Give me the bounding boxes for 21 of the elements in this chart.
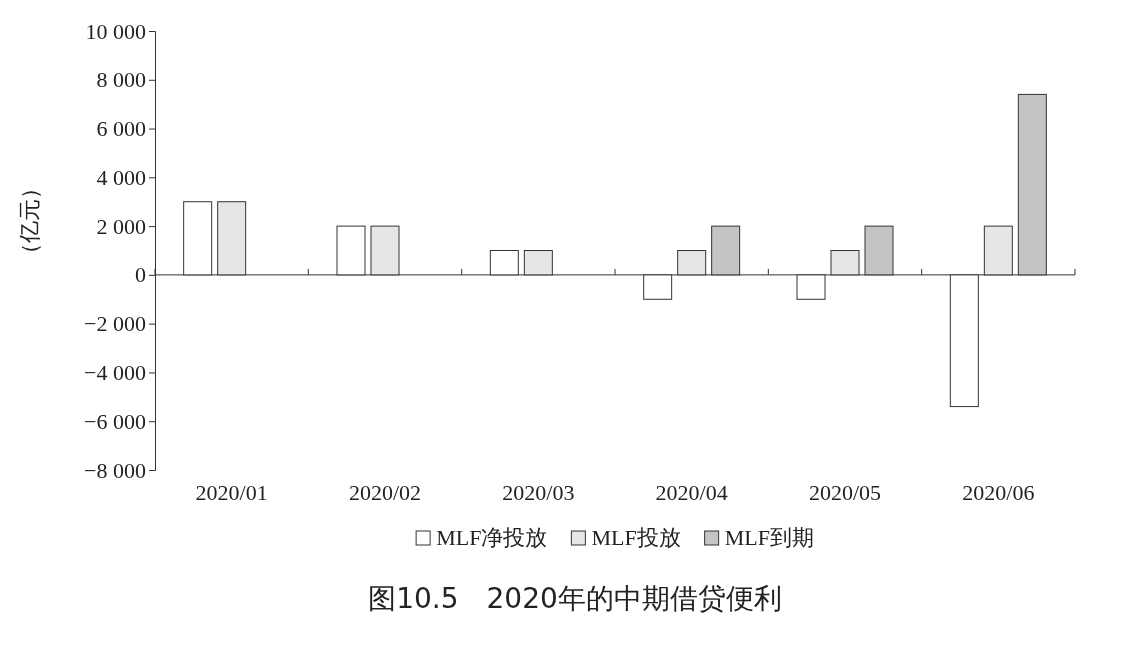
y-tick-label: −2 000 (84, 311, 146, 337)
y-tick-label: −4 000 (84, 359, 146, 385)
legend-label: MLF净投放 (436, 525, 548, 550)
y-tick-label: −6 000 (84, 408, 146, 434)
text: 图10.5 2020年的中期借贷便利 (368, 582, 782, 615)
x-tick-label: 2020/02 (348, 480, 422, 505)
y-tick-label: 4 000 (96, 164, 146, 190)
legend-label: MLF投放 (591, 525, 681, 550)
y-tick-label: −8 000 (84, 457, 146, 483)
x-tick-label: 2020/03 (502, 480, 575, 505)
x-tick-label: 2020/05 (808, 480, 882, 505)
x-tick-label: 2020/04 (655, 480, 728, 505)
y-tick-label: 8 000 (96, 67, 146, 93)
y-tick-label: 0 (135, 262, 146, 288)
x-tick-label: 2020/01 (195, 480, 268, 505)
y-tick-label: 6 000 (96, 116, 146, 142)
legend-label: MLF到期 (724, 525, 814, 550)
y-axis-title: （亿元） (17, 176, 42, 265)
y-tick-label: 2 000 (96, 213, 146, 239)
y-tick-label: 10 000 (85, 18, 146, 44)
x-tick-label: 2020/06 (962, 480, 1035, 505)
